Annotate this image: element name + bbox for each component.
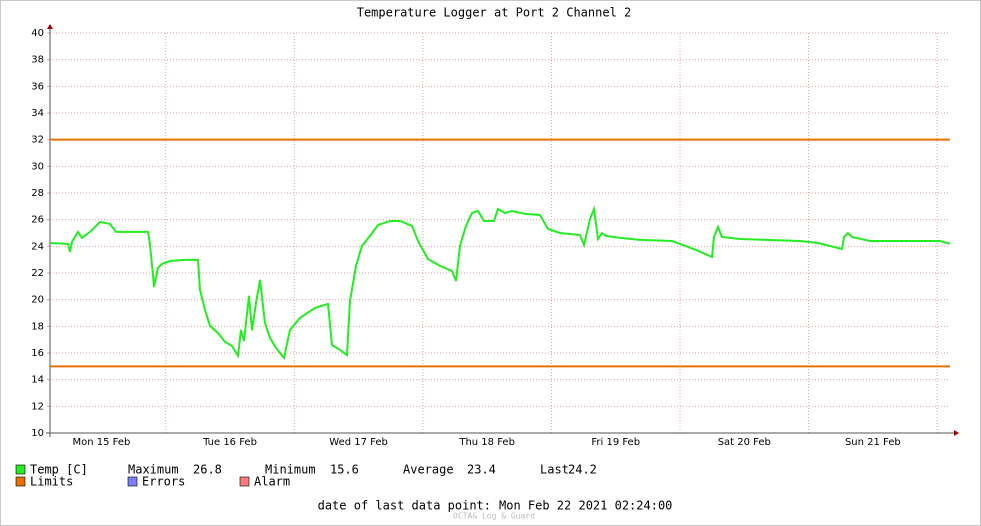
stat-value: 24.2 (568, 463, 597, 477)
y-tick-label: 14 (31, 375, 44, 386)
stat-label: Minimum (265, 463, 316, 477)
y-tick-label: 20 (31, 295, 44, 306)
y-tick-label: 18 (31, 321, 44, 332)
x-tick-label: Fri 19 Feb (591, 437, 640, 448)
y-tick-label: 16 (31, 348, 44, 359)
legend-swatch (127, 476, 138, 487)
y-tick-label: 28 (31, 188, 44, 199)
footer-value: Mon Feb 22 2021 02:24:00 (499, 499, 672, 513)
y-tick-label: 12 (31, 401, 44, 412)
y-tick-label: 30 (31, 161, 44, 172)
y-tick-label: 22 (31, 268, 44, 279)
watermark: OCTA& Log & Guard (453, 512, 535, 521)
legend-label: Alarm (254, 475, 290, 489)
y-tick-label: 24 (31, 241, 44, 252)
stat-label: Maximum (128, 463, 179, 477)
legend-swatch (239, 476, 250, 487)
stat-label: Average (403, 463, 454, 477)
legend-swatch (15, 464, 26, 475)
y-tick-label: 26 (31, 215, 44, 226)
stat-value: 15.6 (330, 463, 359, 477)
x-tick-label: Tue 16 Feb (202, 437, 257, 448)
y-tick-label: 40 (31, 28, 44, 39)
x-tick-label: Sun 21 Feb (845, 437, 901, 448)
legend-label: Limits (30, 475, 73, 489)
legend-swatch (15, 476, 26, 487)
legend-label: Errors (142, 475, 185, 489)
x-tick-label: Sat 20 Feb (718, 437, 771, 448)
x-axis-arrow (954, 430, 959, 436)
y-tick-label: 38 (31, 55, 44, 66)
footer-label: date of last data point: (318, 499, 491, 513)
y-axis-arrow (47, 24, 53, 29)
stat-label: Last (540, 463, 569, 477)
x-tick-label: Thu 18 Feb (458, 437, 515, 448)
y-tick-label: 32 (31, 135, 44, 146)
x-tick-label: Mon 15 Feb (72, 437, 130, 448)
y-tick-label: 34 (31, 108, 44, 119)
chart-title: Temperature Logger at Port 2 Channel 2 (357, 6, 632, 20)
legend-label: Temp [C] (30, 463, 88, 477)
y-tick-label: 10 (31, 428, 44, 439)
stat-value: 23.4 (467, 463, 496, 477)
x-tick-label: Wed 17 Feb (329, 437, 388, 448)
y-tick-label: 36 (31, 81, 44, 92)
series-line (49, 205, 951, 361)
stat-value: 26.8 (193, 463, 222, 477)
